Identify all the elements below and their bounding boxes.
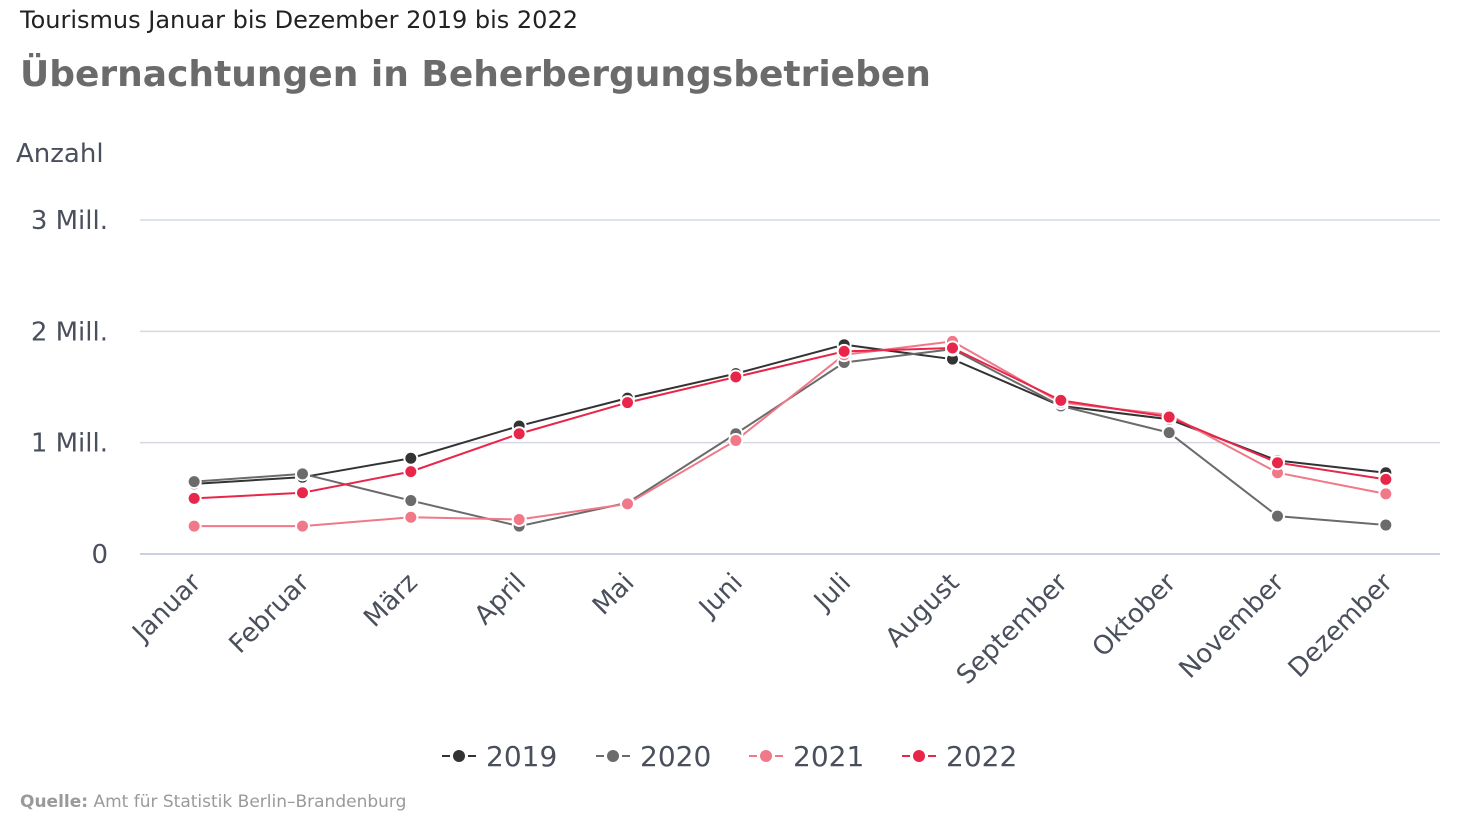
y-axis-label: Anzahl — [16, 139, 104, 169]
legend-item-2020[interactable]: 2020 — [596, 740, 711, 773]
data-point-2020[interactable] — [1270, 508, 1285, 524]
legend-label: 2019 — [486, 740, 557, 773]
x-tick-label: September — [951, 568, 1074, 691]
y-tick-label: 1 Mill. — [31, 429, 108, 459]
data-point-2022[interactable] — [295, 485, 310, 501]
line-chart: Anzahl 0 1 Mill. 2 Mill. 3 Mill. Januar Febr… — [16, 139, 1440, 773]
data-point-2022[interactable] — [186, 490, 202, 506]
x-tick-label: November — [1174, 568, 1291, 685]
legend-label: 2021 — [793, 740, 864, 773]
series-line-2020 — [194, 348, 1386, 528]
legend-label: 2022 — [946, 740, 1017, 773]
data-point-2022[interactable] — [620, 395, 635, 411]
legend-label: 2020 — [640, 740, 711, 773]
x-tick-label: Oktober — [1087, 568, 1183, 664]
y-tick-label: 0 — [91, 540, 108, 570]
legend: 2019 2020 2021 2022 — [442, 740, 1017, 773]
x-tick-label: August — [880, 568, 966, 654]
x-tick-label: Dezember — [1283, 568, 1399, 684]
y-tick-label: 3 Mill. — [31, 206, 108, 236]
legend-item-2021[interactable]: 2021 — [749, 740, 864, 773]
series-line-2022 — [194, 347, 1386, 500]
x-tick-label: April — [469, 568, 532, 631]
source-note: Quelle: Amt für Statistik Berlin–Branden… — [20, 792, 406, 812]
data-point-2022[interactable] — [403, 464, 419, 480]
source-label: Quelle: — [20, 792, 89, 812]
series-group — [186, 333, 1394, 534]
data-point-2020[interactable] — [1161, 425, 1177, 441]
data-point-2022[interactable] — [1378, 471, 1394, 487]
grid-lines — [140, 219, 1440, 555]
y-axis: 0 1 Mill. 2 Mill. 3 Mill. — [31, 206, 108, 570]
data-point-2021[interactable] — [1378, 486, 1394, 502]
data-point-2022[interactable] — [1161, 409, 1177, 425]
data-point-2021[interactable] — [403, 509, 419, 525]
legend-item-2019[interactable]: 2019 — [442, 740, 557, 773]
data-point-2022[interactable] — [1270, 455, 1285, 471]
chart-title: Übernachtungen in Beherbergungsbetrieben — [20, 54, 931, 95]
x-tick-label: Juni — [692, 568, 748, 624]
source-text: Amt für Statistik Berlin–Brandenburg — [93, 792, 407, 812]
data-point-2022[interactable] — [945, 340, 960, 356]
data-point-2019[interactable] — [403, 450, 419, 466]
data-point-2022[interactable] — [836, 343, 852, 359]
series-line-2019 — [194, 343, 1386, 485]
legend-item-2022[interactable]: 2022 — [902, 740, 1017, 773]
y-tick-label: 2 Mill. — [31, 317, 108, 347]
chart-subtitle: Tourismus Januar bis Dezember 2019 bis 2… — [20, 6, 578, 34]
data-point-2022[interactable] — [728, 369, 744, 385]
data-point-2020[interactable] — [1378, 517, 1394, 533]
data-point-2022[interactable] — [1053, 392, 1069, 408]
data-point-2020[interactable] — [403, 493, 419, 509]
data-point-2020[interactable] — [186, 474, 202, 490]
x-tick-label: Juli — [807, 568, 857, 618]
data-point-2021[interactable] — [728, 432, 744, 448]
data-point-2022[interactable] — [511, 426, 527, 442]
data-point-2021[interactable] — [620, 496, 635, 512]
x-tick-label: Mai — [587, 568, 640, 621]
data-point-2021[interactable] — [511, 511, 527, 527]
data-point-2020[interactable] — [295, 466, 310, 482]
legend-marker — [607, 750, 619, 762]
legend-marker — [913, 750, 925, 762]
data-point-2021[interactable] — [186, 518, 202, 534]
x-tick-label: Februar — [224, 568, 316, 660]
x-tick-label: März — [358, 568, 424, 634]
legend-marker — [453, 750, 465, 762]
data-point-2021[interactable] — [295, 518, 310, 534]
x-tick-label: Januar — [126, 568, 208, 650]
x-axis: Januar Februar März April Mai Juni Juli AugustS… — [126, 568, 1399, 691]
legend-marker — [760, 750, 772, 762]
